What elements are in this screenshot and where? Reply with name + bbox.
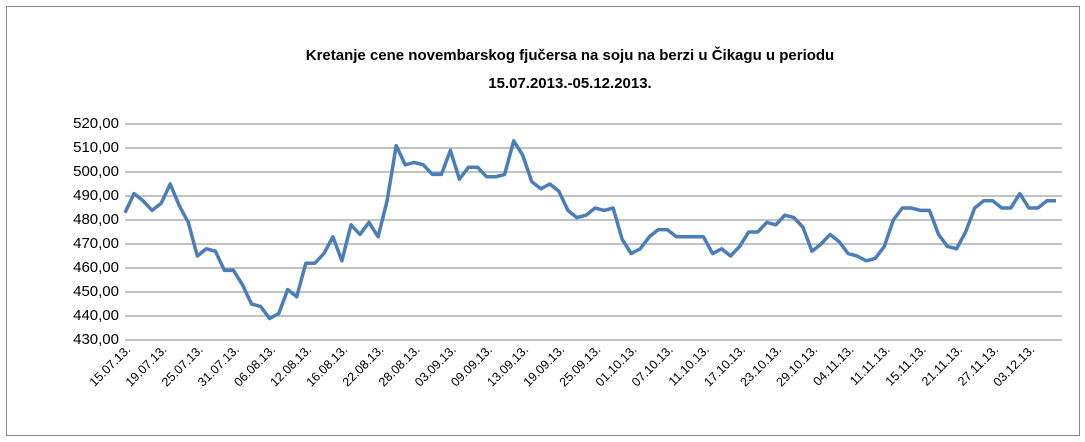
- y-tick-label: 470,00: [73, 235, 119, 252]
- y-tick-label: 450,00: [73, 283, 119, 300]
- y-tick-label: 480,00: [73, 211, 119, 228]
- y-tick-label: 440,00: [73, 307, 119, 324]
- y-tick-label: 490,00: [73, 187, 119, 204]
- y-tick-label: 460,00: [73, 259, 119, 276]
- y-tick-label: 500,00: [73, 163, 119, 180]
- chart-title: 15.07.2013.-05.12.2013.: [488, 75, 651, 92]
- y-tick-label: 510,00: [73, 139, 119, 156]
- y-tick-label: 430,00: [73, 331, 119, 348]
- chart-title: Kretanje cene novembarskog fjučersa na s…: [306, 46, 834, 64]
- data-line: [123, 139, 1056, 321]
- y-tick-label: 520,00: [73, 115, 119, 132]
- chart-border: [6, 6, 1080, 436]
